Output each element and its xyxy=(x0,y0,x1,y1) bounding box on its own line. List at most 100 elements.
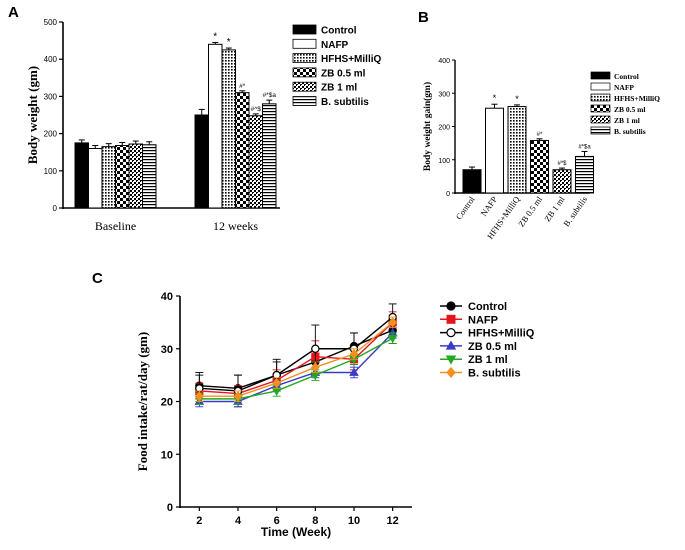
panel-c-point xyxy=(349,348,359,360)
panel-b-legend-swatch xyxy=(590,71,611,80)
panel-b-legend-label: HFHS+MilliQ xyxy=(614,94,660,103)
panel-c-y-tick-label: 40 xyxy=(161,291,173,303)
panel-c-legend-label: NAFP xyxy=(468,314,498,326)
panel-c-legend-label: B. subtilis xyxy=(468,368,521,380)
panel-c-y-tick-label: 30 xyxy=(161,344,173,356)
panel-b-x-tick-label: ZB 0.5 ml xyxy=(516,194,544,229)
panel-b-x-tick-label: Control xyxy=(454,194,477,222)
panel-c-y-tick-label: 0 xyxy=(167,502,173,514)
panel-a-bars: * * #* #^$#*$a xyxy=(74,31,277,209)
panel-a-significance-label: #^$ xyxy=(251,106,262,113)
panel-a-legend-label: ZB 1 ml xyxy=(321,83,357,94)
panel-c-series-line xyxy=(199,321,394,395)
panel-a-x-tick-label: Baseline xyxy=(95,219,136,233)
panel-b-bar xyxy=(530,139,549,194)
panel-c-x-tick-label: 6 xyxy=(274,515,280,527)
panel-b-significance-label: #*$ xyxy=(557,161,567,167)
panel-a-legend-swatch xyxy=(292,38,317,49)
panel-b-significance-label: * xyxy=(493,93,497,103)
panel-letter-c: C xyxy=(92,270,103,287)
panel-b-legend-label: ZB 0.5 ml xyxy=(614,105,645,114)
panel-a-legend-swatch xyxy=(292,24,317,35)
panel-c-y-tick-label: 10 xyxy=(161,449,173,461)
panel-c-point xyxy=(311,344,320,353)
panel-a: A Body weight (gm) 0 100 200 300 400 500 Basel… xyxy=(8,4,382,233)
panel-c-legend-label: HFHS+MilliQ xyxy=(468,328,535,340)
panel-letter-b: B xyxy=(418,9,429,26)
panel-c-point xyxy=(388,317,397,328)
panel-b-significance-label: #* xyxy=(537,132,543,138)
panel-c-series xyxy=(195,303,397,408)
panel-b-y-tick-label: 0 xyxy=(446,191,450,198)
panel-b-legend-label: Control xyxy=(614,72,639,81)
panel-c-series-line xyxy=(199,316,394,392)
panel-c-axes: 0 10 20 30 40 2 4 6 8 10 12 xyxy=(161,291,412,527)
panel-a-legend: Control NAFP HFHS+MilliQ ZB 0.5 ml ZB 1 ml B.… xyxy=(292,24,382,108)
panel-c-x-tick-label: 12 xyxy=(387,515,399,527)
panel-c-series-line xyxy=(199,337,394,400)
panel-c-legend-marker xyxy=(446,328,456,338)
panel-a-bar xyxy=(221,49,236,209)
panel-a-significance-label: * xyxy=(213,31,217,42)
panel-b-legend-swatch xyxy=(590,126,611,135)
panel-b-legend-label: ZB 1 ml xyxy=(614,116,640,125)
panel-a-legend-label: Control xyxy=(321,26,357,37)
panel-c-point xyxy=(233,391,243,402)
panel-b-y-tick-label: 100 xyxy=(438,158,450,165)
panel-a-bar xyxy=(101,146,116,209)
panel-a-bar xyxy=(142,144,157,209)
panel-c-y-tick-label: 20 xyxy=(161,397,173,409)
panel-b-bar xyxy=(485,107,504,194)
panel-b-y-tick-label: 200 xyxy=(438,125,450,132)
panel-b-x-tick-label: NAFP xyxy=(478,194,499,218)
panel-b-legend-swatch xyxy=(590,93,611,102)
panel-b-bar xyxy=(552,169,572,194)
panel-a-significance-label: #*$a xyxy=(263,92,277,99)
panel-b-legend-label: B. subtilis xyxy=(614,127,646,136)
panel-b-y-axis-title: Body weight gain(gm) xyxy=(422,82,433,171)
panel-c-point xyxy=(272,377,281,389)
panel-b-bar xyxy=(575,155,594,194)
panel-a-significance-label: #* xyxy=(239,83,246,90)
panel-a-legend-label: ZB 0.5 ml xyxy=(321,68,366,79)
panel-b-bar xyxy=(507,106,527,194)
panel-b-legend-swatch xyxy=(590,115,611,124)
panel-a-bar xyxy=(88,147,103,209)
panel-a-x-tick-label: 12 weeks xyxy=(213,219,258,233)
panel-c-legend-marker xyxy=(446,301,456,311)
panel-b-legend-label: NAFP xyxy=(614,83,634,92)
panel-c-legend-label: ZB 0.5 ml xyxy=(468,341,517,353)
panel-b-legend: Control NAFP HFHS+MilliQ ZB 0.5 ml ZB 1 ml B.… xyxy=(590,71,660,136)
panel-a-legend-label: B. subtilis xyxy=(321,97,369,108)
panel-b-y-tick-label: 400 xyxy=(438,58,450,65)
panel-c-point xyxy=(387,334,398,344)
panel-c-lines xyxy=(194,303,398,408)
panel-a-y-tick-label: 100 xyxy=(44,167,58,176)
panel-c-legend-marker xyxy=(446,314,456,324)
panel-b-legend-swatch xyxy=(590,82,611,91)
panel-c-legend-marker xyxy=(446,366,456,379)
panel-a-y-tick-label: 400 xyxy=(44,55,58,64)
panel-c-series-line xyxy=(199,321,394,397)
panel-a-y-tick-label: 0 xyxy=(53,204,58,213)
panel-c-y-axis-title: Food intake/rat/day (gm) xyxy=(135,332,150,471)
panel-a-y-tick-label: 300 xyxy=(44,92,58,101)
panel-a-y-axis-title: Body weight (gm) xyxy=(25,66,40,164)
panel-c-point xyxy=(349,367,359,376)
panel-c: C Food intake/rat/day (gm) Time (Week) 0… xyxy=(92,270,535,539)
panel-c-x-tick-label: 8 xyxy=(312,515,318,527)
panel-a-legend-label: NAFP xyxy=(321,40,349,51)
panel-c-x-axis-title: Time (Week) xyxy=(261,525,331,539)
panel-a-legend-label: HFHS+MilliQ xyxy=(321,54,382,65)
panel-c-x-tick-label: 2 xyxy=(196,515,202,527)
panel-letter-a: A xyxy=(8,4,19,21)
panel-c-legend-marker xyxy=(445,340,457,350)
panel-c-legend-marker xyxy=(445,355,457,365)
panel-b-significance-label: #*$a xyxy=(578,144,591,150)
panel-b: B Body weight gain(gm) 0 100 200 300 400 Cont… xyxy=(418,9,660,241)
panel-c-series xyxy=(194,327,398,408)
panel-c-x-tick-label: 10 xyxy=(348,515,360,527)
panel-a-bar xyxy=(235,92,250,209)
